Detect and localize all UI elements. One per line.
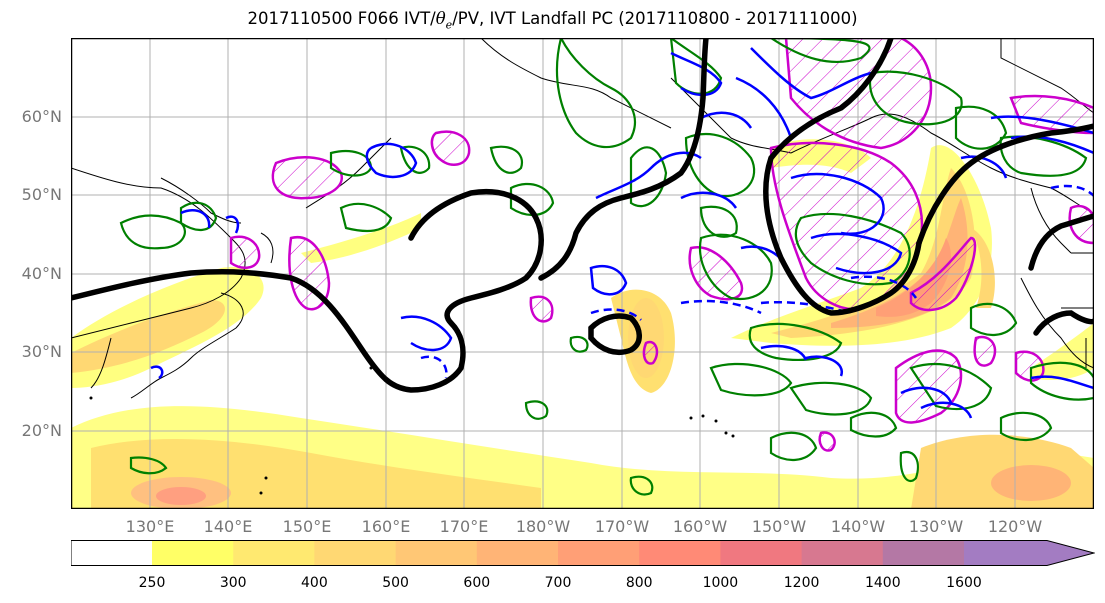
pc-hatched-regions	[229, 38, 1094, 452]
colorbar-segment	[639, 540, 721, 566]
colorbar-tick-label: 800	[625, 575, 653, 591]
lon-label-130e: 130°E	[125, 517, 175, 536]
lon-label-130w: 130°W	[908, 517, 964, 536]
lon-label-120w: 120°W	[987, 517, 1043, 536]
lat-label-40n: 40°N	[21, 264, 62, 283]
map-panel	[71, 38, 1094, 509]
colorbar-segment	[558, 540, 640, 566]
lat-label-30n: 30°N	[21, 342, 62, 361]
theta-e-contours	[150, 47, 1094, 419]
colorbar-segment	[314, 540, 397, 566]
colorbar-segment	[801, 540, 884, 566]
lon-label-140e: 140°E	[203, 517, 253, 536]
lat-label-60n: 60°N	[21, 107, 62, 126]
colorbar-tick-label: 400	[301, 575, 328, 591]
colorbar	[71, 540, 1095, 566]
colorbar-tick-label: 1600	[946, 575, 982, 591]
lon-label-150e: 150°E	[282, 517, 332, 536]
colorbar-segment	[720, 540, 803, 566]
colorbar-under-segment	[71, 540, 152, 566]
colorbar-tick-label: 1200	[783, 575, 820, 591]
lon-label-160w: 160°W	[672, 517, 728, 536]
lon-label-150w: 150°W	[751, 517, 807, 536]
pv-contours	[119, 38, 1094, 496]
colorbar-segment	[233, 540, 315, 566]
lat-label-50n: 50°N	[21, 185, 62, 204]
colorbar-tick-label: 700	[544, 575, 572, 591]
lon-label-160e: 160°E	[361, 517, 411, 536]
colorbar-tick-label: 1000	[702, 575, 739, 591]
colorbar-segment	[152, 540, 234, 566]
colorbar-segment	[882, 540, 965, 566]
map-frame	[71, 38, 1094, 509]
figure-title: 2017110500 F066 IVT/θe/PV, IVT Landfall …	[247, 9, 858, 32]
lon-label-140w: 140°W	[830, 517, 886, 536]
lon-label-180w: 180°W	[515, 517, 571, 536]
lat-label-20n: 20°N	[21, 421, 62, 440]
lon-label-170w: 170°W	[594, 517, 650, 536]
colorbar-tick-label: 500	[382, 575, 409, 591]
ivt-landfall-contours	[71, 38, 1094, 393]
lon-label-170e: 170°E	[439, 517, 489, 536]
colorbar-segment	[964, 540, 1094, 566]
colorbar-tick-label: 600	[463, 575, 491, 591]
colorbar-segment	[395, 540, 478, 566]
colorbar-tick-label: 1400	[864, 575, 901, 591]
colorbar-tick-label: 250	[138, 575, 166, 591]
colorbar-segment	[476, 540, 559, 566]
colorbar-tick-label: 300	[219, 575, 247, 591]
